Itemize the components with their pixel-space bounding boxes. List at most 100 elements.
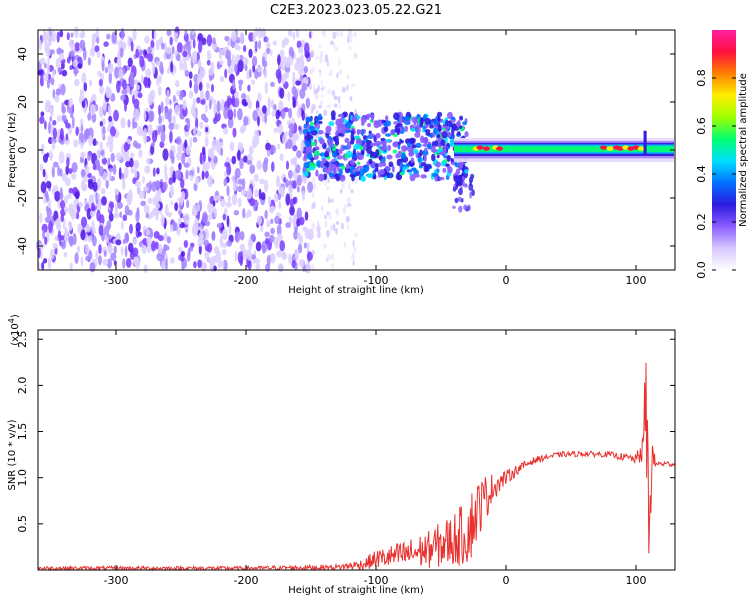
heatmap-cell (170, 200, 174, 206)
heatmap-cell (183, 239, 189, 248)
y-tick-label: 0 (16, 147, 29, 154)
heatmap-cell (68, 235, 74, 245)
heatmap-cell (44, 120, 47, 130)
heatmap-cell (169, 36, 173, 46)
heatmap-cell (371, 113, 375, 122)
heatmap-cell (292, 96, 296, 109)
heatmap-cell (165, 258, 168, 271)
heatmap-cell (120, 117, 126, 129)
heatmap-cell (206, 59, 211, 66)
heatmap-cell (120, 220, 124, 230)
heatmap-cell (113, 260, 117, 266)
heatmap-cell (144, 35, 150, 44)
heatmap-cell (318, 44, 321, 49)
heatmap-cell (291, 49, 295, 59)
heatmap-cell (262, 60, 268, 68)
heatmap-cell (310, 263, 315, 271)
heatmap-cell (410, 127, 416, 132)
heatmap-cell (135, 211, 140, 222)
heatmap-cell (247, 100, 253, 110)
heatmap-cell (285, 193, 291, 206)
heatmap-cell (122, 258, 126, 269)
heatmap-cell (321, 94, 324, 98)
heatmap-cell (162, 148, 169, 161)
heatmap-cell (159, 61, 164, 74)
heatmap-cell (89, 47, 96, 57)
heatmap-cell (458, 205, 463, 213)
heatmap-cell (347, 224, 350, 230)
heatmap-cell (183, 212, 190, 226)
heatmap-cell (54, 218, 62, 228)
heatmap-cell (311, 103, 316, 111)
heatmap-cell (202, 211, 208, 224)
heatmap-cell (143, 111, 147, 121)
heatmap-cell (106, 220, 112, 230)
heatmap-cell (325, 133, 330, 139)
heatmap-cell (318, 173, 325, 182)
heatmap-cell (160, 42, 165, 50)
heatmap-cell (422, 149, 429, 156)
heatmap-cell (254, 43, 258, 50)
heatmap-cell (192, 38, 196, 49)
heatmap-cell (295, 28, 300, 38)
heatmap-cell (51, 166, 55, 178)
heatmap-cell (208, 213, 213, 221)
heatmap-cell (79, 89, 84, 98)
heatmap-cell (301, 61, 304, 73)
heatmap-cell (260, 224, 264, 233)
heatmap-cell (144, 50, 148, 56)
heatmap-cell (305, 97, 311, 109)
heatmap-cell (267, 149, 270, 157)
heatmap-cell (451, 127, 455, 135)
x-tick-label: 0 (503, 274, 510, 287)
heatmap-cell (103, 41, 109, 47)
heatmap-cell (92, 181, 98, 192)
heatmap-cell (347, 183, 351, 191)
heatmap-cell (208, 68, 214, 76)
heatmap-cell (246, 153, 253, 160)
heatmap-cell (59, 200, 66, 209)
heatmap-cell (318, 104, 322, 109)
heatmap-cell (47, 257, 52, 270)
heatmap-cell (192, 127, 197, 136)
heatmap-cell (92, 227, 96, 235)
heatmap-cell (176, 42, 183, 53)
heatmap-cell (86, 208, 92, 220)
heatmap-cell (130, 167, 135, 174)
heatmap-cell (446, 154, 451, 162)
heatmap-cell (300, 141, 304, 153)
heatmap-cell (226, 240, 233, 247)
heatmap-cell (87, 235, 93, 243)
heatmap-cell (98, 255, 102, 266)
colorbar-tick-label: 0.6 (695, 117, 708, 135)
heatmap-cell (239, 31, 245, 45)
colorbar-tick-label: 0.0 (695, 261, 708, 279)
heatmap-cell (107, 89, 112, 98)
heatmap-cell (289, 205, 295, 216)
heatmap-cell (285, 222, 291, 229)
heatmap-cell (92, 163, 97, 171)
heatmap-cell (189, 79, 192, 89)
heatmap-cell (313, 84, 316, 91)
heatmap-cell (458, 187, 463, 196)
heatmap-cell (436, 111, 443, 118)
heatmap-cell (82, 48, 87, 61)
heatmap-cell (237, 108, 243, 121)
heatmap-cell (185, 169, 189, 180)
heatmap-cell (344, 122, 352, 130)
heatmap-cell (348, 45, 352, 51)
snr-y-multiplier: (x104) (7, 314, 21, 346)
heatmap-cell (208, 99, 212, 110)
heatmap-cell (194, 203, 201, 213)
heatmap-cell (346, 141, 352, 150)
heatmap-cell (309, 121, 314, 126)
heatmap-cell (144, 165, 151, 174)
heatmap-cell (84, 199, 88, 205)
heatmap-cell (447, 166, 453, 174)
heatmap-cell (264, 112, 268, 124)
heatmap-cell (199, 89, 205, 101)
heatmap-cell (288, 129, 294, 138)
heatmap-cell (174, 202, 179, 212)
heatmap-cell (266, 47, 270, 55)
